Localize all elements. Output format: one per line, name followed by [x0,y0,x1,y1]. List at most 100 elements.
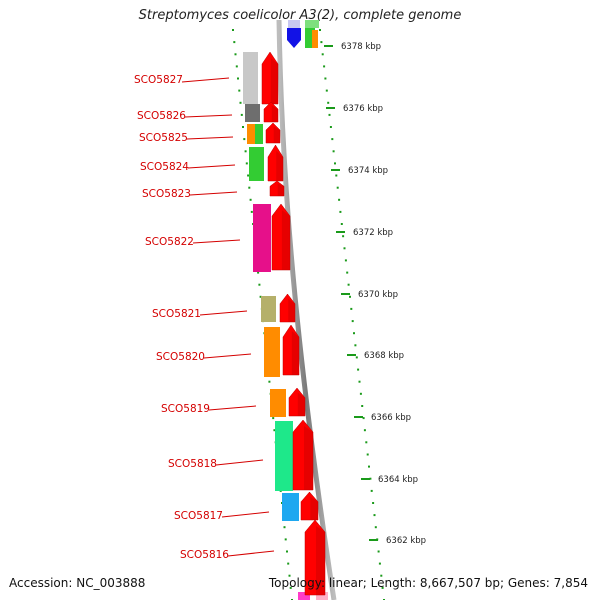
guide-dot [234,53,237,56]
guide-dot [372,502,375,504]
gene-label-text: SCO5825 [139,132,188,144]
guide-dot [374,526,377,529]
gene-label-text: SCO5819 [161,403,210,415]
guide-dot [357,368,360,371]
guide-dot [238,89,241,92]
guide-dot [244,150,247,153]
guide-dot [334,162,336,165]
gene-arrow [263,101,279,123]
guide-dot [377,550,380,553]
gene-arrow [265,122,281,144]
guide-dot [373,514,376,517]
gene-label-text: SCO5820 [156,351,205,363]
gene-arrow-shade [276,151,283,181]
gene-arrow [269,180,285,197]
gene-label-sco5820[interactable]: SCO5820 [156,351,252,363]
guide-dot [328,113,331,116]
guide-dot [361,405,364,407]
guide-dot [320,41,323,44]
guide-dot [233,41,236,44]
green-gene-block [305,20,315,48]
bottom-partial-genes [298,592,328,600]
gene-block-sco5820 [264,327,280,377]
guide-dot [242,126,244,128]
guide-dot [258,283,261,286]
gene-arrow [282,324,300,376]
gene-block-sco5825b [255,124,263,144]
tick-6362: 6362 kbp [369,536,426,546]
guide-dot [344,259,347,262]
guide-dot [354,344,357,347]
guide-dot [347,283,350,286]
guide-dot [250,210,253,213]
guide-dot [381,586,384,589]
guide-dot [232,29,234,31]
gene-arrow-shade [297,392,305,416]
gene-label-sco5817[interactable]: SCO5817 [174,510,270,522]
gene-label-sco5826[interactable]: SCO5826 [137,110,233,122]
gene-block-sco5822 [253,204,271,272]
gene-arrow-shade [310,496,318,520]
gene-label-sco5825[interactable]: SCO5825 [139,132,234,144]
guide-dot [359,392,362,395]
guide-dot [331,138,334,141]
gene-arrow [267,144,284,182]
tick-label: 6364 kbp [378,475,418,485]
gene-label-sco5821[interactable]: SCO5821 [152,308,248,320]
gene-label-sco5824[interactable]: SCO5824 [140,161,236,173]
guide-dot [284,538,287,541]
gene-label-sco5827[interactable]: SCO5827 [134,74,230,86]
guide-dot [240,113,243,116]
guide-dot [319,29,321,31]
tick-label: 6374 kbp [348,166,388,176]
tick-6374: 6374 kbp [331,166,388,176]
guide-dot [349,295,351,298]
tick-label: 6376 kbp [343,104,383,114]
guide-dot [369,477,372,480]
tick-6378: 6378 kbp [324,42,381,52]
guide-dot [325,89,328,92]
gene-label-sco5818[interactable]: SCO5818 [168,458,264,470]
genome-backbone [276,19,337,600]
gene-label-sco5823[interactable]: SCO5823 [142,188,238,200]
gene-label-sco5822[interactable]: SCO5822 [145,236,241,248]
guide-dot [245,162,248,165]
gene-block-sco5827 [243,52,258,104]
guide-dot [257,271,260,274]
guide-dot [321,53,324,56]
gene-block-sco5821 [261,296,276,322]
guide-dot [350,307,353,310]
gene-arrow-shade [273,126,280,143]
guide-dot [239,101,242,104]
tick-label: 6370 kbp [358,290,398,300]
guide-dot [323,65,326,68]
guide-dot [370,489,373,492]
guide-dot [343,247,346,250]
guide-dot [363,429,366,432]
gene-arrow-shade [271,105,278,122]
tick-label: 6368 kbp [364,351,404,361]
gene-arrow-shade [281,210,290,270]
gene-label-sco5816[interactable]: SCO5816 [180,549,275,561]
gene-label-sco5819[interactable]: SCO5819 [161,403,257,415]
scale-ticks: 6378 kbp 6376 kbp 6374 kbp 6372 kbp 6370… [324,42,426,546]
guide-dot [338,198,341,201]
guide-dot [287,562,290,565]
gene-block-sco5819 [270,389,286,417]
guide-dot [272,417,275,420]
guide-dot [248,186,251,189]
guide-dot [365,441,368,444]
guide-dot [380,574,383,577]
guide-dot [286,550,288,553]
guide-dot [235,65,238,68]
gene-arrow-shade [316,526,325,595]
top-green-partial [305,20,319,28]
pink-partial-block [316,592,328,600]
guide-dot [288,574,291,577]
tick-6376: 6376 kbp [326,104,383,114]
guide-dot [362,417,365,420]
gene-label-text: SCO5818 [168,458,217,470]
gene-arrow-shade [288,298,295,322]
tick-6372: 6372 kbp [336,228,393,238]
